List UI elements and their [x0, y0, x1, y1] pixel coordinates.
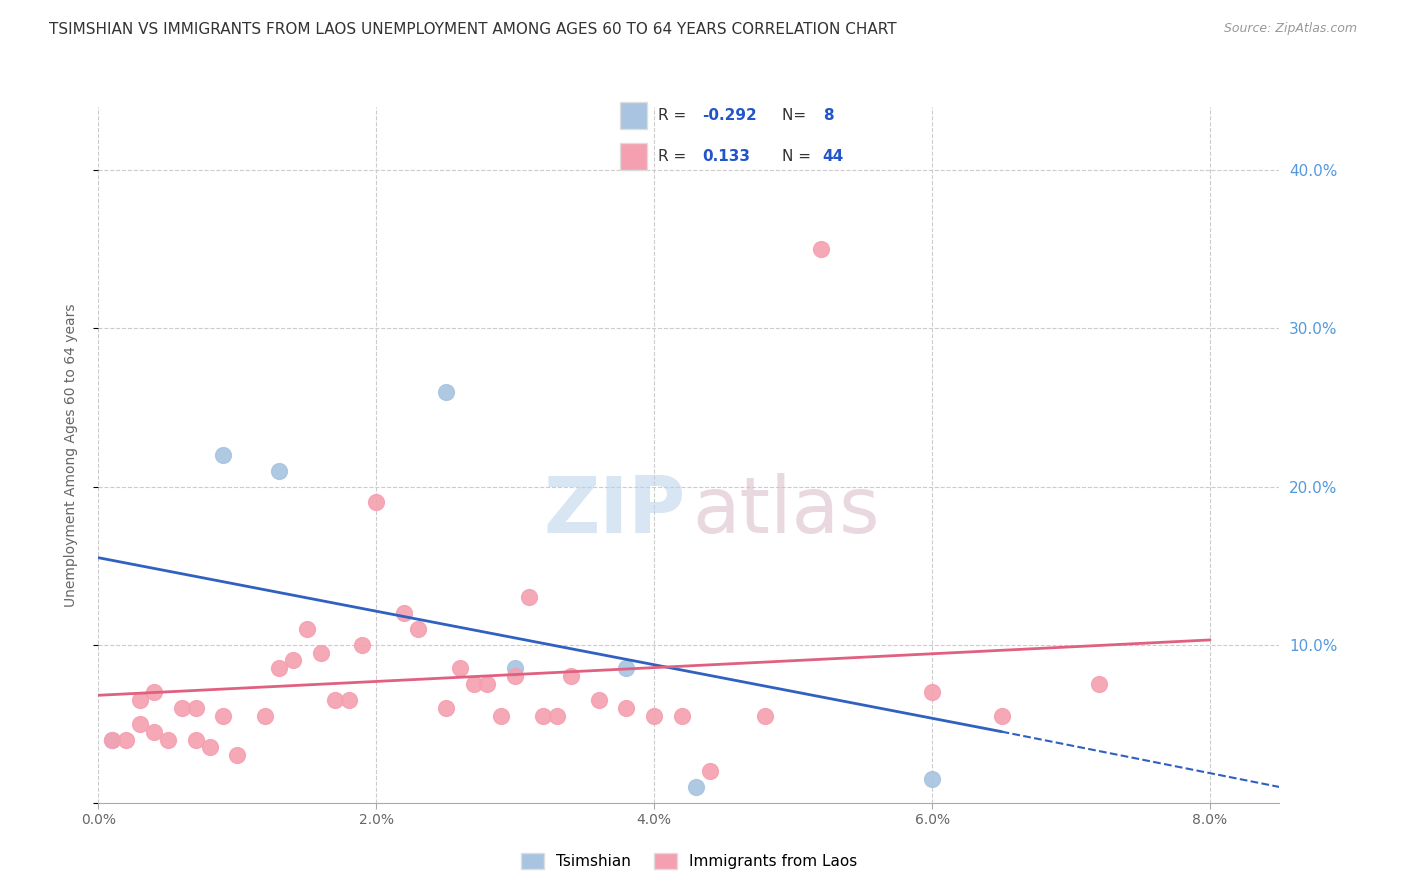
Text: 8: 8 [823, 108, 834, 123]
Point [267, 464, 290, 478]
Point [546, 708, 568, 723]
Point [101, 732, 124, 747]
Point [491, 708, 513, 723]
Point [323, 693, 346, 707]
Point [616, 701, 638, 715]
Point [101, 732, 124, 747]
Point [810, 243, 832, 257]
Point [1088, 677, 1111, 691]
Point [463, 677, 485, 691]
Point [281, 653, 304, 667]
Point [267, 661, 290, 675]
Point [503, 669, 526, 683]
Point [699, 764, 721, 779]
Text: Source: ZipAtlas.com: Source: ZipAtlas.com [1223, 22, 1357, 36]
Text: atlas: atlas [693, 473, 880, 549]
Point [643, 708, 665, 723]
Text: 0.133: 0.133 [702, 149, 749, 164]
Text: 44: 44 [823, 149, 844, 164]
Point [503, 661, 526, 675]
Point [337, 693, 360, 707]
Point [170, 701, 193, 715]
Text: R =: R = [658, 108, 692, 123]
Text: N=: N= [782, 108, 811, 123]
Legend: Tsimshian, Immigrants from Laos: Tsimshian, Immigrants from Laos [515, 847, 863, 875]
Point [477, 677, 499, 691]
Point [184, 701, 207, 715]
Point [156, 732, 179, 747]
Text: R =: R = [658, 149, 696, 164]
Point [226, 748, 249, 763]
Point [295, 622, 318, 636]
Point [921, 772, 943, 786]
Point [309, 646, 332, 660]
Point [434, 384, 457, 399]
Text: ZIP: ZIP [543, 473, 685, 549]
Point [560, 669, 582, 683]
Point [366, 495, 388, 509]
Bar [620, 143, 647, 169]
Point [754, 708, 776, 723]
Point [392, 606, 415, 620]
Point [990, 708, 1012, 723]
Point [254, 708, 277, 723]
Text: TSIMSHIAN VS IMMIGRANTS FROM LAOS UNEMPLOYMENT AMONG AGES 60 TO 64 YEARS CORRELA: TSIMSHIAN VS IMMIGRANTS FROM LAOS UNEMPL… [49, 22, 897, 37]
Point [198, 740, 221, 755]
Point [406, 622, 429, 636]
Point [212, 448, 235, 462]
Point [588, 693, 610, 707]
Point [449, 661, 471, 675]
Point [129, 716, 152, 731]
Point [517, 591, 540, 605]
Point [129, 693, 152, 707]
Point [616, 661, 638, 675]
Point [531, 708, 554, 723]
Point [143, 724, 166, 739]
Y-axis label: Unemployment Among Ages 60 to 64 years: Unemployment Among Ages 60 to 64 years [63, 303, 77, 607]
Point [352, 638, 374, 652]
Text: N =: N = [782, 149, 815, 164]
Text: -0.292: -0.292 [702, 108, 756, 123]
Point [184, 732, 207, 747]
Point [434, 701, 457, 715]
Point [671, 708, 693, 723]
Point [921, 685, 943, 699]
Point [143, 685, 166, 699]
Point [685, 780, 707, 794]
Point [115, 732, 138, 747]
Bar [620, 103, 647, 129]
Point [212, 708, 235, 723]
